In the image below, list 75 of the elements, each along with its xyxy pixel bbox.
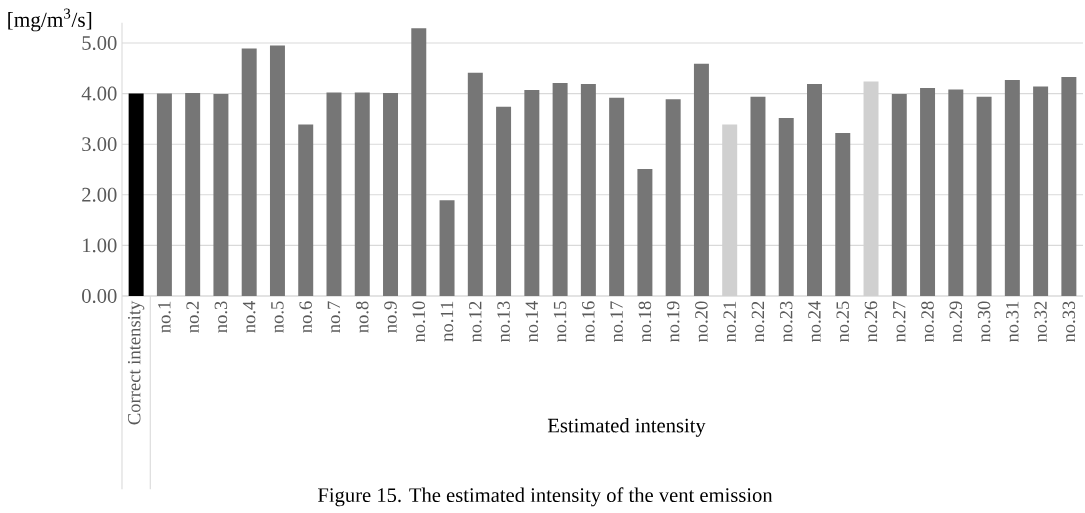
bar: [1004, 79, 1020, 296]
bar: [948, 89, 964, 296]
x-tick-label: no.18: [638, 301, 652, 343]
x-tick-label: no.29: [949, 301, 963, 343]
bar: [241, 48, 257, 296]
x-tick-label: no.13: [497, 301, 510, 343]
bar: [128, 93, 144, 296]
y-tick-label: 5.00: [82, 36, 117, 50]
x-tick-label: no.5: [271, 301, 284, 333]
x-tick-label: no.19: [666, 301, 680, 343]
bar: [580, 83, 596, 296]
bar: [1033, 86, 1049, 296]
bar: [920, 88, 936, 296]
x-tick-label: no.16: [582, 301, 595, 343]
x-tick-label: no.32: [1034, 301, 1047, 343]
bar: [693, 63, 709, 296]
x-tick-label: no.7: [327, 301, 341, 333]
bar: [750, 96, 766, 296]
bar: [665, 99, 681, 296]
bar: [891, 94, 907, 296]
x-tick-label: no.8: [355, 301, 369, 333]
bar: [609, 97, 625, 296]
y-tick-label: 0.00: [82, 289, 117, 303]
x-tick-label: no.23: [779, 301, 793, 343]
bar: [354, 92, 370, 296]
bar: [185, 93, 201, 296]
y-axis-title: [mg/m$^{3}$/s]: [8, 8, 92, 32]
y-tick-label: 2.00: [82, 187, 117, 202]
bar: [298, 124, 314, 296]
bar: [383, 93, 399, 296]
x-tick-label: no.9: [384, 301, 397, 333]
bar: [524, 90, 540, 296]
x-tick-label: no.12: [469, 301, 482, 343]
x-tick-label: no.30: [977, 301, 991, 343]
y-tick-label: 4.00: [81, 86, 117, 101]
x-tick-label: no.3: [214, 301, 228, 333]
y-tick-label: 1.00: [83, 238, 117, 253]
bar: [213, 94, 229, 296]
x-tick-label: no.11: [440, 301, 454, 342]
bar: [835, 133, 851, 296]
x-tick-label: no.2: [186, 301, 199, 333]
x-tick-label: no.4: [242, 300, 256, 333]
x-tick-label: no.21: [723, 301, 736, 343]
x-tick-label: no.20: [695, 301, 708, 343]
bar: [807, 83, 822, 296]
x-tick-label: no.17: [610, 301, 623, 343]
bar: [326, 92, 342, 296]
x-tick-label: no.6: [299, 301, 313, 333]
x-tick-label: no.22: [751, 301, 765, 343]
bar: [269, 45, 285, 296]
bar: [496, 106, 512, 296]
bar: [156, 93, 172, 296]
bar: [976, 96, 992, 296]
x-tick-label: no.31: [1006, 301, 1019, 343]
x-tick-label: no.24: [808, 300, 821, 343]
x-tick-label: no.26: [864, 301, 878, 343]
x-tick-label: Correct intensity: [127, 300, 145, 425]
bar: [467, 72, 483, 296]
x-tick-label: no.33: [1062, 301, 1076, 343]
x-tick-label: no.1: [158, 301, 171, 333]
y-tick-label: 3.00: [82, 137, 117, 152]
bar: [778, 117, 794, 296]
bar: [411, 28, 427, 296]
bar: [439, 200, 455, 296]
x-tick-label: no.14: [525, 300, 539, 343]
x-tick-label: no.27: [893, 301, 906, 343]
bar: [552, 82, 568, 296]
caption: Figure 15. The estimated intensity of the vent emission: [318, 487, 773, 507]
bar: [1061, 76, 1077, 296]
x-axis-title: Estimated intensity: [547, 418, 706, 437]
x-tick-label: no.15: [553, 301, 567, 343]
x-tick-label: no.28: [921, 301, 934, 343]
x-tick-label: no.10: [412, 301, 426, 343]
bar: [637, 168, 653, 296]
x-tick-label: no.25: [836, 301, 850, 343]
